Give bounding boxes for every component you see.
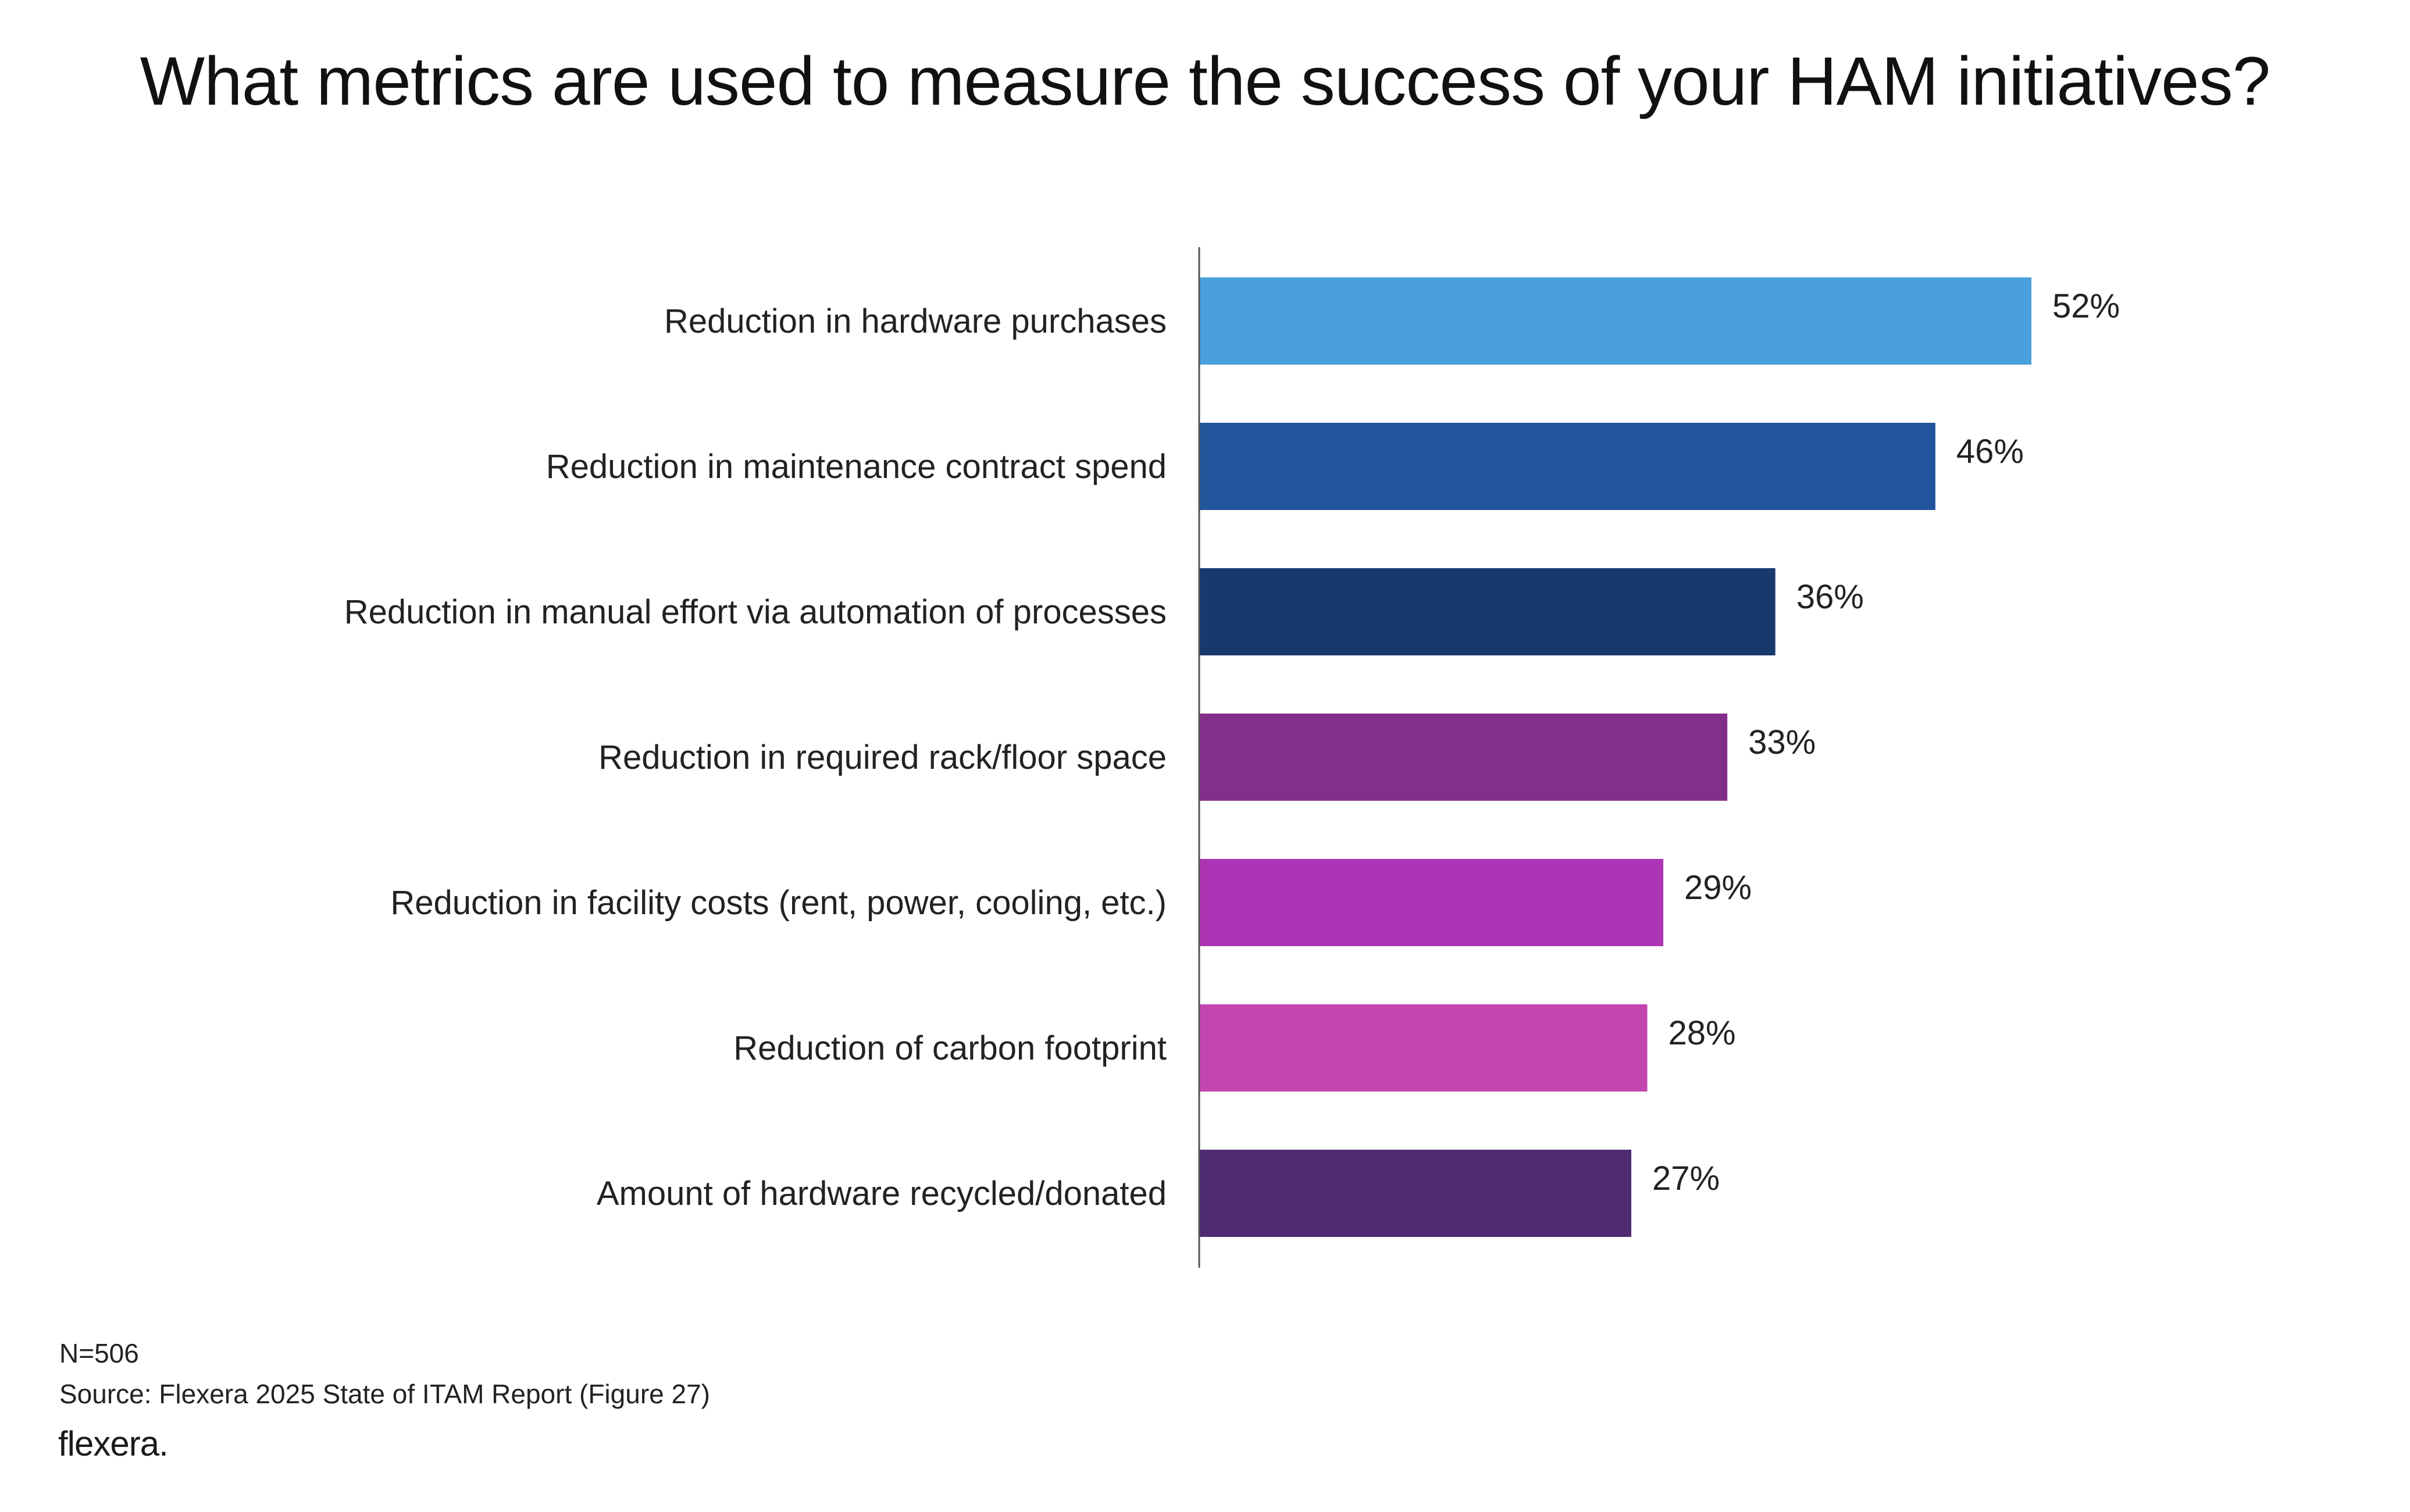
category-label-7: Amount of hardware recycled/donated <box>597 1175 1167 1213</box>
bar-1 <box>1199 277 2031 365</box>
value-label-5: 29% <box>1684 869 1752 907</box>
value-labels-layer: 52% 46% 36% 33% 29% 28% 27% <box>1652 287 2120 1197</box>
value-label-4: 33% <box>1748 723 1816 761</box>
category-labels-layer: Reduction in hardware purchases Reduction… <box>344 302 1167 1213</box>
category-label-4: Reduction in required rack/floor space <box>598 739 1167 776</box>
bar-4 <box>1199 714 1728 801</box>
value-label-7: 27% <box>1652 1160 1720 1197</box>
logo-text: flexera <box>58 1424 159 1463</box>
category-label-1: Reduction in hardware purchases <box>664 302 1167 340</box>
logo-dot: . <box>159 1424 169 1463</box>
source-note: Source: Flexera 2025 State of ITAM Repor… <box>59 1379 710 1409</box>
bar-2 <box>1199 423 1935 510</box>
bars-layer <box>1199 277 2031 1237</box>
value-label-2: 46% <box>1956 433 2024 470</box>
bar-6 <box>1199 1004 1648 1092</box>
value-label-3: 36% <box>1796 578 1864 616</box>
bar-5 <box>1199 859 1664 946</box>
category-label-3: Reduction in manual effort via automatio… <box>344 593 1167 631</box>
flexera-logo: flexera. <box>58 1424 169 1464</box>
bar-3 <box>1199 568 1776 655</box>
sample-size-note: N=506 <box>59 1338 139 1368</box>
value-label-1: 52% <box>2052 287 2120 325</box>
chart-title: What metrics are used to measure the suc… <box>140 43 2271 120</box>
bar-7 <box>1199 1150 1632 1237</box>
category-label-2: Reduction in maintenance contract spend <box>546 448 1167 486</box>
value-label-6: 28% <box>1669 1014 1736 1052</box>
category-label-6: Reduction of carbon footprint <box>733 1029 1167 1067</box>
category-label-5: Reduction in facility costs (rent, power… <box>390 884 1167 922</box>
